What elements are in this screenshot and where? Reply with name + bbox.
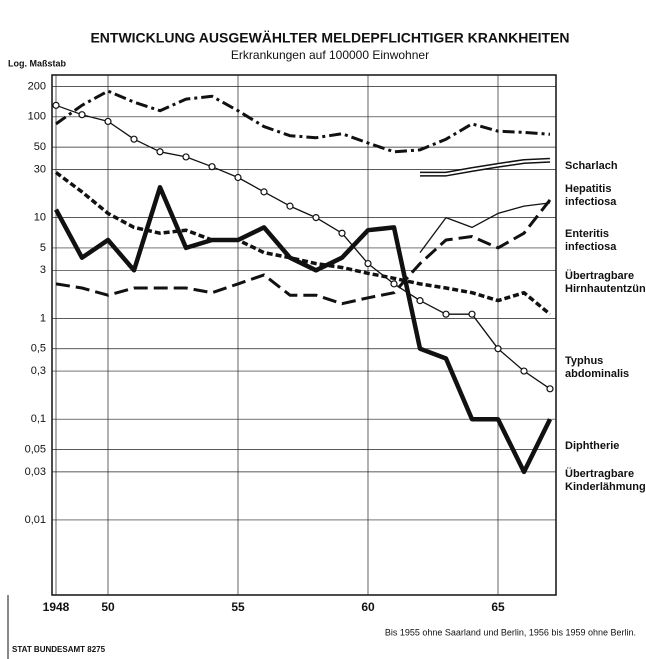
point: [78, 111, 86, 119]
point: [338, 229, 346, 237]
y-tick-label: 10: [34, 212, 46, 224]
chart-title: ENTWICKLUNG AUSGEWÄHLTER MELDEPFLICHTIGE…: [90, 30, 569, 46]
series-line: [419, 202, 551, 253]
series-line: [55, 104, 551, 390]
point: [520, 367, 528, 375]
y-tick-label: 0,1: [31, 413, 46, 425]
source: STAT BUNDESAMT 8275: [12, 645, 106, 654]
y-tick-label: 0,05: [25, 443, 46, 455]
y-tick-label: 0,01: [25, 514, 46, 526]
series-label: Diphtherie: [565, 440, 620, 452]
y-tick-label: 50: [34, 141, 46, 153]
y-tick-label: 0,03: [25, 466, 46, 478]
point: [104, 117, 112, 126]
x-tick-label: 65: [491, 600, 505, 614]
y-axis-label: Log. Maßstab: [8, 58, 67, 68]
point: [468, 310, 476, 318]
x-tick-label: 60: [361, 600, 375, 614]
y-tick-label: 3: [40, 264, 46, 276]
series-label: Übertragbare Hirnhautentzündung: [565, 270, 646, 295]
point: [494, 345, 502, 353]
plot-frame: [51, 74, 557, 596]
series-line: [55, 198, 552, 306]
point: [416, 297, 424, 305]
point: [442, 310, 450, 318]
point: [52, 101, 60, 109]
point: [260, 188, 268, 196]
point: [364, 259, 372, 268]
point: [182, 153, 190, 161]
chart-subtitle: Erkrankungen auf 100000 Einwohner: [231, 48, 429, 62]
y-tick-label: 30: [34, 163, 46, 175]
point: [234, 173, 242, 182]
y-tick-label: 5: [40, 242, 46, 254]
y-tick-label: 200: [28, 80, 46, 92]
x-tick-label: 50: [101, 600, 115, 614]
series-line: [54, 185, 553, 475]
series-label: Typhus abdominalis: [565, 355, 630, 380]
y-tick-label: 1: [40, 312, 46, 324]
x-tick-label: 55: [231, 600, 245, 614]
y-tick-label: 0,5: [31, 343, 46, 355]
note: Bis 1955 ohne Saarland und Berlin, 1956 …: [385, 627, 636, 637]
point: [156, 148, 164, 156]
y-tick-label: 0,3: [31, 365, 46, 377]
series-line: [54, 171, 552, 316]
point: [312, 214, 320, 222]
point: [546, 385, 554, 393]
series-line: [55, 89, 551, 154]
point: [390, 280, 398, 288]
point: [286, 202, 294, 210]
x-tick-label: 1948: [43, 600, 70, 614]
point: [130, 135, 138, 143]
series-label: Übertragbare Kinderlähmung: [565, 468, 646, 493]
series-label: Hepatitis infectiosa: [565, 183, 617, 208]
series-line-inner: [420, 159, 551, 176]
y-tick-label: 100: [28, 111, 46, 123]
series-label: Scharlach: [565, 160, 618, 172]
series-label: Enteritis infectiosa: [565, 228, 617, 253]
point: [208, 163, 216, 171]
